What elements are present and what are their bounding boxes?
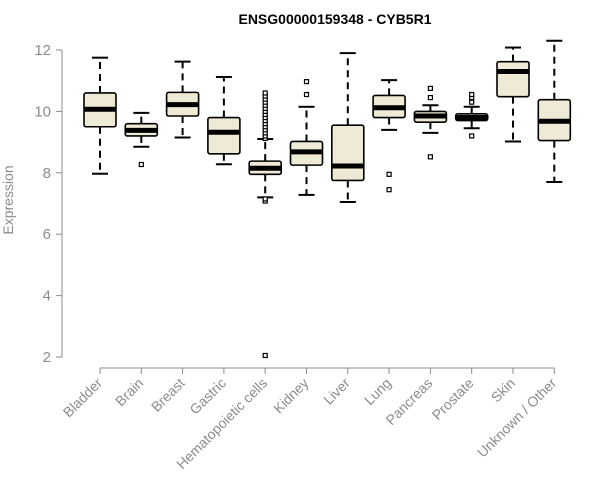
y-axis: 2 4 6 8 10 12	[34, 42, 63, 366]
x-tick-label: Skin	[488, 375, 519, 406]
outlier-point	[262, 196, 268, 202]
y-tick-label: 12	[34, 42, 51, 59]
x-tick-label: Lung	[361, 375, 394, 408]
outlier-point	[262, 352, 268, 359]
x-tick-label: Brain	[112, 375, 146, 409]
box-hematopoietic-cells	[248, 90, 282, 359]
y-tick-label: 8	[43, 165, 51, 182]
box-liver	[330, 52, 365, 203]
box-breast	[165, 60, 200, 139]
outlier-point	[427, 94, 433, 101]
box-bladder	[83, 56, 117, 175]
box-unknown-other	[537, 39, 572, 184]
x-tick-label: Bladder	[60, 375, 106, 421]
box-brain	[124, 111, 159, 168]
y-tick-label: 2	[43, 349, 51, 366]
y-tick-label: 4	[43, 288, 51, 305]
y-tick-label: 6	[43, 226, 51, 243]
box-kidney	[289, 79, 324, 196]
box-series	[83, 39, 572, 359]
y-tick-label: 10	[34, 103, 51, 120]
outlier-point	[303, 79, 310, 85]
x-tick-label: Breast	[148, 375, 188, 415]
chart-title: ENSG00000159348 - CYB5R1	[238, 11, 431, 27]
iqr-box	[496, 60, 530, 98]
outlier-point	[303, 91, 310, 98]
x-tick-label: Prostate	[429, 375, 477, 423]
outlier-point	[262, 90, 268, 96]
box-lung	[372, 79, 406, 193]
box-skin	[496, 46, 530, 143]
iqr-box	[207, 116, 241, 155]
y-axis-label: Expression	[0, 165, 16, 234]
outlier-point	[469, 99, 475, 105]
x-tick-label: Liver	[320, 375, 353, 408]
outlier-point	[427, 85, 433, 91]
outlier-point	[386, 187, 392, 193]
outlier-point	[427, 154, 433, 160]
outlier-point	[469, 91, 475, 98]
outlier-point	[138, 161, 144, 168]
box-prostate	[454, 91, 489, 139]
box-gastric	[207, 76, 241, 166]
outlier-point	[469, 133, 475, 139]
outlier-point	[386, 171, 392, 177]
box-pancreas	[413, 85, 448, 160]
iqr-box	[330, 124, 365, 182]
x-tick-label: Kidney	[270, 375, 312, 417]
